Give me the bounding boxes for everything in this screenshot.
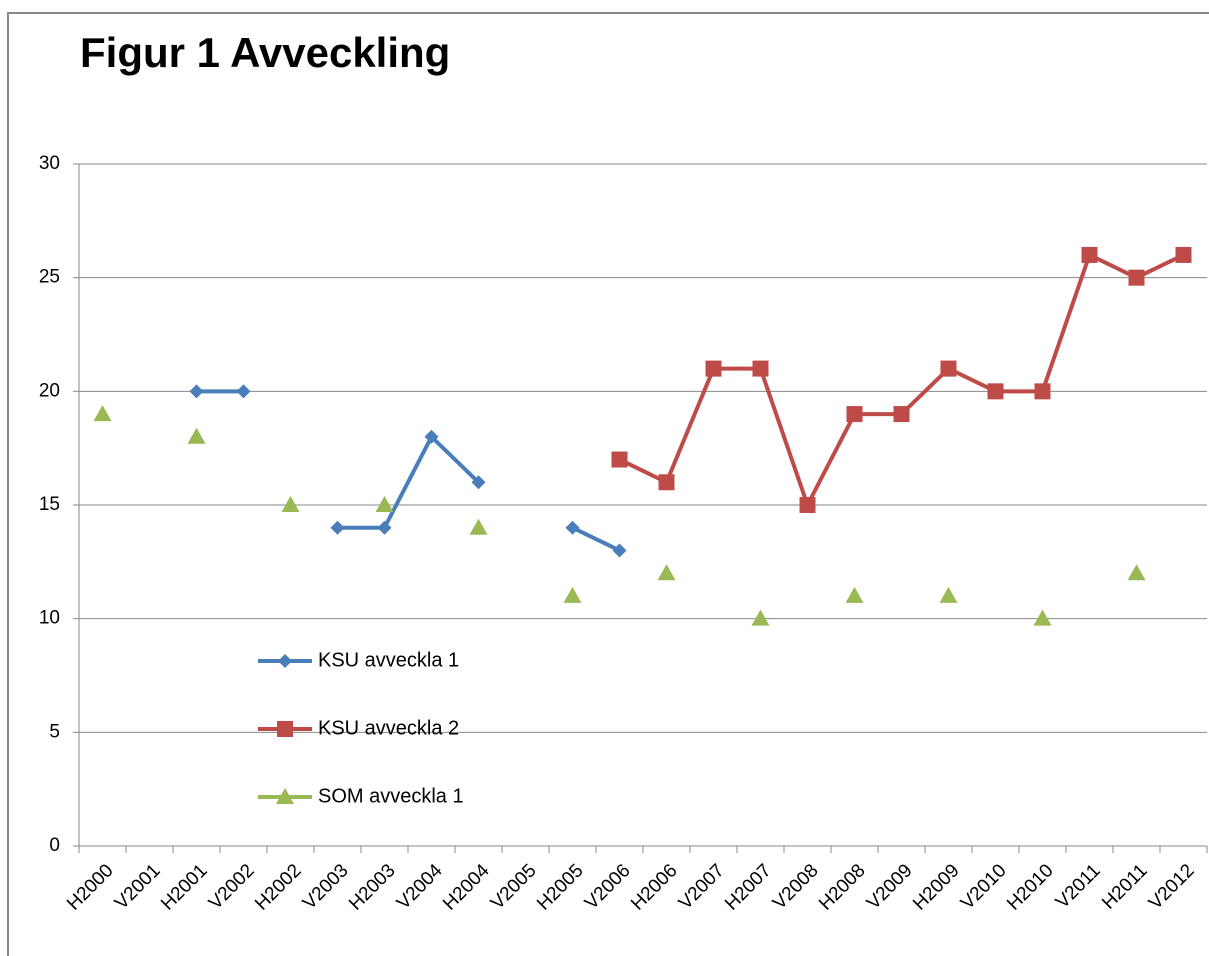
x-tick-label: H2002 xyxy=(251,860,305,914)
marker xyxy=(1081,246,1098,263)
marker xyxy=(1033,609,1052,626)
marker xyxy=(658,474,675,491)
marker xyxy=(1128,269,1145,286)
x-tick-label: V2010 xyxy=(957,860,1011,914)
marker xyxy=(612,543,627,558)
y-tick-label: 30 xyxy=(39,153,60,174)
marker xyxy=(281,496,300,512)
marker xyxy=(187,427,206,444)
legend-label: KSU avveckla 2 xyxy=(318,717,459,739)
x-tick-label: V2005 xyxy=(487,860,541,914)
marker xyxy=(189,384,204,399)
x-tick-label: H2010 xyxy=(1003,860,1057,914)
legend-label: KSU avveckla 1 xyxy=(318,649,459,671)
chart-border xyxy=(7,12,1209,956)
marker xyxy=(375,496,394,512)
x-tick-label: H2009 xyxy=(909,860,963,914)
x-tick-label: H2000 xyxy=(63,860,117,914)
marker xyxy=(330,520,345,535)
marker xyxy=(93,405,112,422)
y-tick-label: 5 xyxy=(49,721,60,742)
y-tick-label: 15 xyxy=(39,494,60,515)
y-tick-label: 20 xyxy=(39,380,60,401)
x-tick-label: V2001 xyxy=(111,860,165,914)
x-tick-label: V2002 xyxy=(205,860,259,914)
marker xyxy=(893,406,910,423)
series-line xyxy=(196,389,621,553)
legend-label: SOM avveckla 1 xyxy=(318,785,464,807)
marker xyxy=(939,586,958,603)
x-tick-label: V2011 xyxy=(1052,860,1105,913)
x-tick-label: H2008 xyxy=(815,860,869,914)
chart-title: Figur 1 Avveckling xyxy=(80,29,450,76)
marker xyxy=(424,429,439,444)
marker xyxy=(987,383,1004,400)
x-tick-label: V2009 xyxy=(863,860,917,914)
x-tick-label: H2005 xyxy=(533,860,587,914)
x-tick-label: V2004 xyxy=(393,860,447,914)
x-tick-label: V2003 xyxy=(299,860,353,914)
y-tick-label: 0 xyxy=(49,835,60,856)
x-tick-label: V2006 xyxy=(581,860,635,914)
marker xyxy=(611,451,628,468)
marker xyxy=(278,654,292,668)
marker xyxy=(277,721,293,737)
x-tick-label: V2007 xyxy=(675,860,729,914)
marker xyxy=(751,609,770,626)
x-tick-label: H2007 xyxy=(721,860,775,914)
marker xyxy=(563,586,582,603)
x-tick-label: H2004 xyxy=(439,860,494,915)
series-line xyxy=(618,252,1185,507)
x-tick-label: H2003 xyxy=(345,860,399,914)
x-tick-label: V2008 xyxy=(769,860,823,914)
marker xyxy=(1127,564,1146,581)
x-tick-label: H2011 xyxy=(1098,860,1151,913)
x-tick-label: H2006 xyxy=(627,860,681,914)
marker xyxy=(1034,383,1051,400)
y-tick-label: 10 xyxy=(39,608,60,629)
marker xyxy=(846,406,863,423)
marker xyxy=(940,360,957,377)
x-tick-label: V2012 xyxy=(1145,860,1199,914)
marker xyxy=(799,497,816,513)
marker xyxy=(471,475,486,490)
marker xyxy=(1175,246,1192,263)
marker xyxy=(752,360,769,377)
marker xyxy=(236,384,251,399)
y-tick-label: 25 xyxy=(39,267,60,288)
x-tick-label: H2001 xyxy=(157,860,211,914)
marker xyxy=(565,520,580,535)
marker xyxy=(276,788,294,804)
marker xyxy=(845,586,864,603)
marker xyxy=(377,520,392,535)
marker xyxy=(469,518,488,535)
marker xyxy=(657,564,676,581)
marker xyxy=(705,360,722,377)
